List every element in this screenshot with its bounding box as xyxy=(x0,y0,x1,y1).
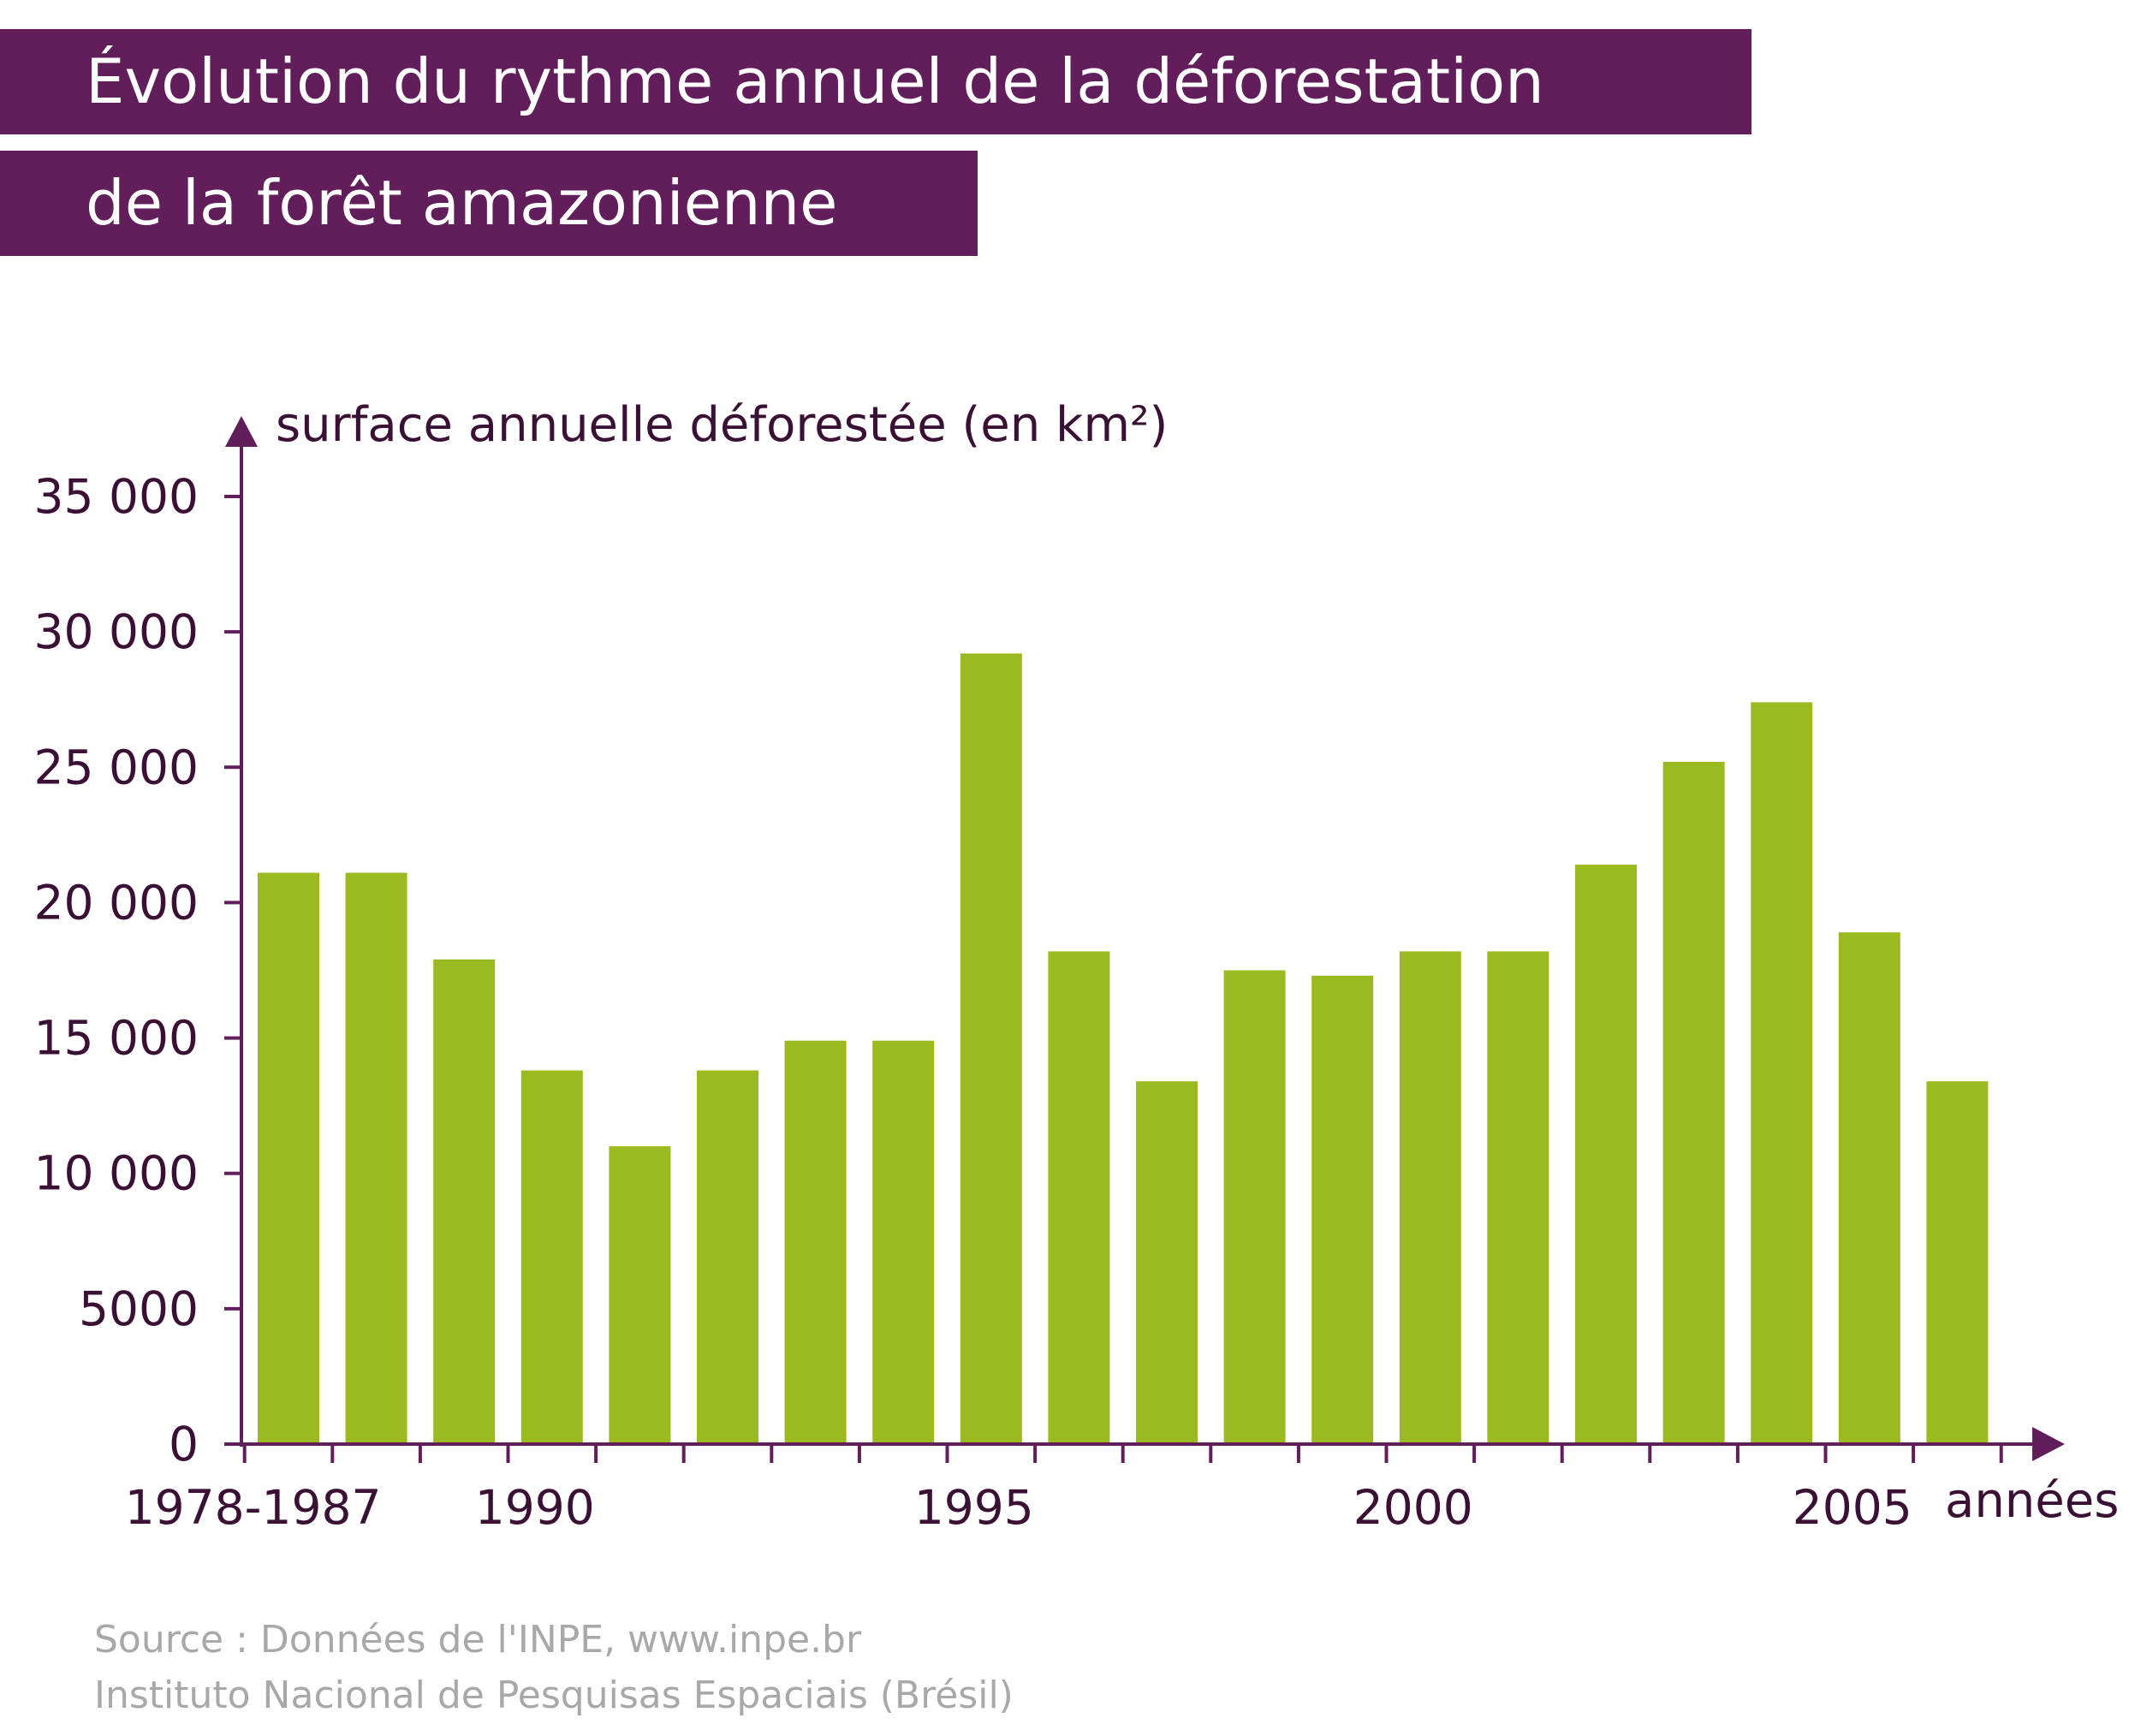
x-tick-label: 1990 xyxy=(475,1480,595,1535)
y-tick-label: 10 000 xyxy=(34,1146,199,1201)
bar xyxy=(1399,951,1461,1444)
bar xyxy=(960,653,1022,1444)
x-tick-label: 1995 xyxy=(914,1480,1034,1535)
bar xyxy=(1575,865,1637,1444)
bar xyxy=(258,872,319,1444)
y-axis-label: surface annuelle déforestée (en km²) xyxy=(276,397,1168,453)
x-axis-arrow xyxy=(2032,1427,2065,1461)
bar xyxy=(1751,702,1813,1444)
x-tick-label: 2000 xyxy=(1353,1480,1473,1535)
bar-series xyxy=(258,653,1989,1444)
y-tick-label: 35 000 xyxy=(34,469,199,524)
bar xyxy=(433,959,496,1444)
bar xyxy=(609,1146,671,1444)
bar xyxy=(345,872,407,1444)
y-tick-label: 25 000 xyxy=(34,740,199,794)
bar xyxy=(1048,951,1110,1444)
x-axis-label: années xyxy=(1945,1473,2119,1529)
y-axis-ticks: 0 5000 10 000 15 000 20 000 25 000 30 000 35 00… xyxy=(34,469,241,1471)
bar xyxy=(1838,932,1900,1444)
bar xyxy=(784,1040,847,1444)
y-axis-arrow xyxy=(225,416,258,447)
y-tick-label: 30 000 xyxy=(34,604,199,659)
source-note-line-1: Source : Données de l'INPE, www.inpe.br xyxy=(94,1618,862,1662)
y-tick-label: 0 xyxy=(169,1417,199,1471)
chart-title-line-2: de la forêt amazonienne xyxy=(0,151,978,256)
source-note-line-2: Instituto Nacional de Pesquisas Espaciai… xyxy=(94,1674,1014,1717)
bar xyxy=(1136,1081,1198,1444)
bar xyxy=(1487,951,1549,1444)
bar xyxy=(697,1070,758,1444)
y-tick-label: 5000 xyxy=(79,1281,199,1336)
bar xyxy=(872,1040,935,1444)
bar xyxy=(1926,1081,1989,1444)
x-tick-label: 1978-1987 xyxy=(125,1480,382,1535)
y-tick-label: 15 000 xyxy=(34,1011,199,1066)
x-tick-label: 2005 xyxy=(1793,1480,1912,1535)
bar xyxy=(1311,975,1374,1444)
x-axis-ticks: 1978-1987 1990 1995 2000 2005 xyxy=(125,1444,2003,1535)
chart-title-line-1: Évolution du rythme annuel de la défores… xyxy=(0,29,1751,134)
bar xyxy=(1223,970,1286,1444)
bar xyxy=(520,1070,583,1444)
bar xyxy=(1662,762,1725,1444)
y-tick-label: 20 000 xyxy=(34,875,199,930)
